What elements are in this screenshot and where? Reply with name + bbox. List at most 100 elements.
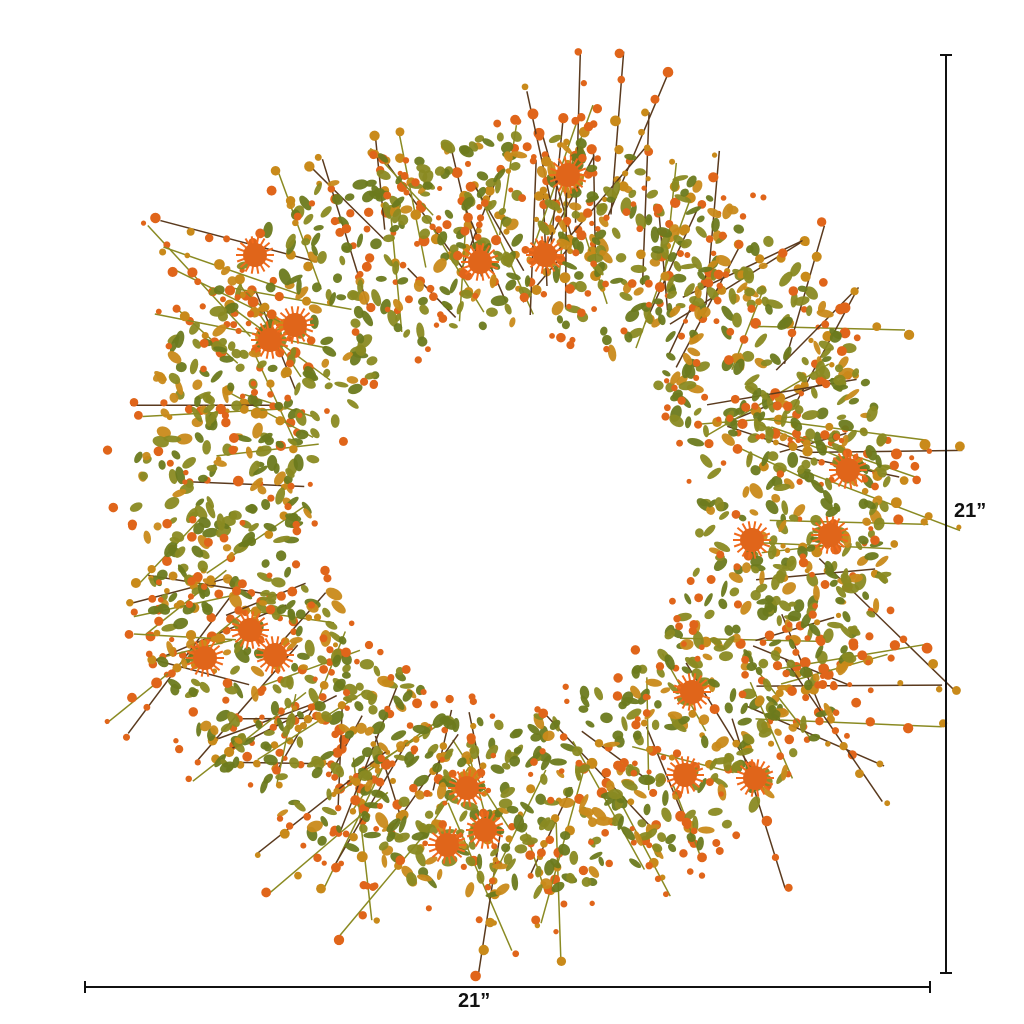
- flower-core: [455, 776, 479, 800]
- small-leaf: [954, 441, 965, 452]
- small-leaf: [893, 514, 904, 525]
- berry-leaf: [343, 689, 351, 697]
- leaf: [248, 350, 262, 358]
- leaf: [811, 479, 824, 494]
- small-leaf: [847, 750, 857, 760]
- leaf: [863, 500, 876, 510]
- leaf: [309, 314, 319, 329]
- berry-leaf: [488, 877, 496, 885]
- leaf: [800, 715, 807, 733]
- thistle-flower: [231, 611, 269, 649]
- berry-leaf: [437, 185, 443, 192]
- berry-leaf: [613, 760, 623, 771]
- small-leaf: [505, 835, 513, 843]
- small-leaf: [919, 439, 931, 451]
- leaf: [317, 250, 327, 264]
- leaf: [617, 815, 624, 831]
- small-leaf: [865, 717, 875, 727]
- leaf: [667, 711, 683, 720]
- leaf: [344, 730, 355, 739]
- leaf: [260, 741, 270, 750]
- small-leaf: [187, 267, 198, 278]
- leaf: [356, 333, 365, 344]
- twig-stem: [644, 200, 702, 325]
- berry-leaf: [387, 674, 395, 681]
- berry-leaf: [326, 646, 334, 654]
- berry-leaf: [679, 849, 688, 858]
- small-leaf: [153, 629, 161, 637]
- leaf: [797, 285, 808, 292]
- leaf: [693, 407, 702, 416]
- leaf: [823, 702, 834, 720]
- leaf: [811, 387, 818, 399]
- small-leaf: [887, 654, 895, 662]
- small-leaf: [650, 94, 660, 104]
- berry-leaf: [784, 734, 795, 745]
- leaf: [594, 229, 607, 240]
- berry-leaf: [414, 356, 422, 364]
- leaf: [805, 428, 816, 440]
- small-leaf: [602, 196, 608, 203]
- leaf: [285, 513, 302, 522]
- leaf: [289, 637, 303, 644]
- leaf: [536, 165, 548, 178]
- leaf: [827, 621, 844, 629]
- leaf: [476, 171, 489, 181]
- leaf: [522, 837, 538, 846]
- small-leaf: [776, 752, 785, 760]
- small-leaf: [788, 442, 798, 451]
- leaf: [476, 717, 484, 727]
- berry-leaf: [166, 459, 174, 467]
- leaf: [744, 287, 756, 297]
- small-leaf: [798, 390, 805, 397]
- leaf: [535, 865, 542, 878]
- small-leaf: [147, 655, 157, 665]
- small-leaf: [264, 530, 274, 539]
- leaf: [829, 331, 842, 343]
- leaf: [320, 206, 332, 218]
- leaf: [342, 352, 353, 361]
- leaf: [701, 735, 709, 749]
- leaf: [357, 279, 364, 294]
- leaf: [344, 842, 360, 852]
- berry-leaf: [235, 327, 242, 335]
- leaf: [758, 262, 768, 270]
- leaf: [882, 476, 891, 488]
- leaf: [836, 414, 847, 420]
- small-leaf: [512, 950, 520, 958]
- berry-leaf: [829, 682, 838, 691]
- leaf: [633, 287, 644, 296]
- thistle-flower: [448, 769, 486, 807]
- small-leaf: [559, 733, 568, 741]
- leaf: [361, 810, 370, 823]
- small-leaf: [104, 718, 110, 724]
- berry-leaf: [706, 575, 716, 584]
- leaf: [787, 452, 799, 468]
- small-leaf: [643, 144, 651, 152]
- leaf: [504, 303, 512, 315]
- berry-leaf: [420, 688, 427, 696]
- small-leaf: [451, 167, 463, 178]
- leaf: [835, 586, 847, 598]
- leaf: [348, 775, 356, 784]
- berry-leaf: [438, 820, 447, 829]
- small-leaf: [194, 759, 201, 766]
- leaf: [533, 884, 543, 899]
- berry-leaf: [157, 596, 164, 603]
- leaf: [560, 831, 571, 840]
- leaf: [711, 741, 722, 752]
- leaf: [779, 433, 788, 442]
- leaf: [400, 205, 413, 214]
- berry-leaf: [836, 346, 847, 357]
- leaf: [210, 370, 223, 383]
- leaf: [777, 316, 793, 330]
- small-leaf: [328, 669, 335, 676]
- leaf: [673, 261, 682, 272]
- berry-leaf: [652, 203, 663, 214]
- leaf: [251, 685, 259, 702]
- flower-core: [468, 250, 492, 274]
- small-leaf: [813, 619, 821, 626]
- berry-leaf: [277, 748, 284, 755]
- leaf: [205, 502, 216, 519]
- leaf: [824, 560, 834, 576]
